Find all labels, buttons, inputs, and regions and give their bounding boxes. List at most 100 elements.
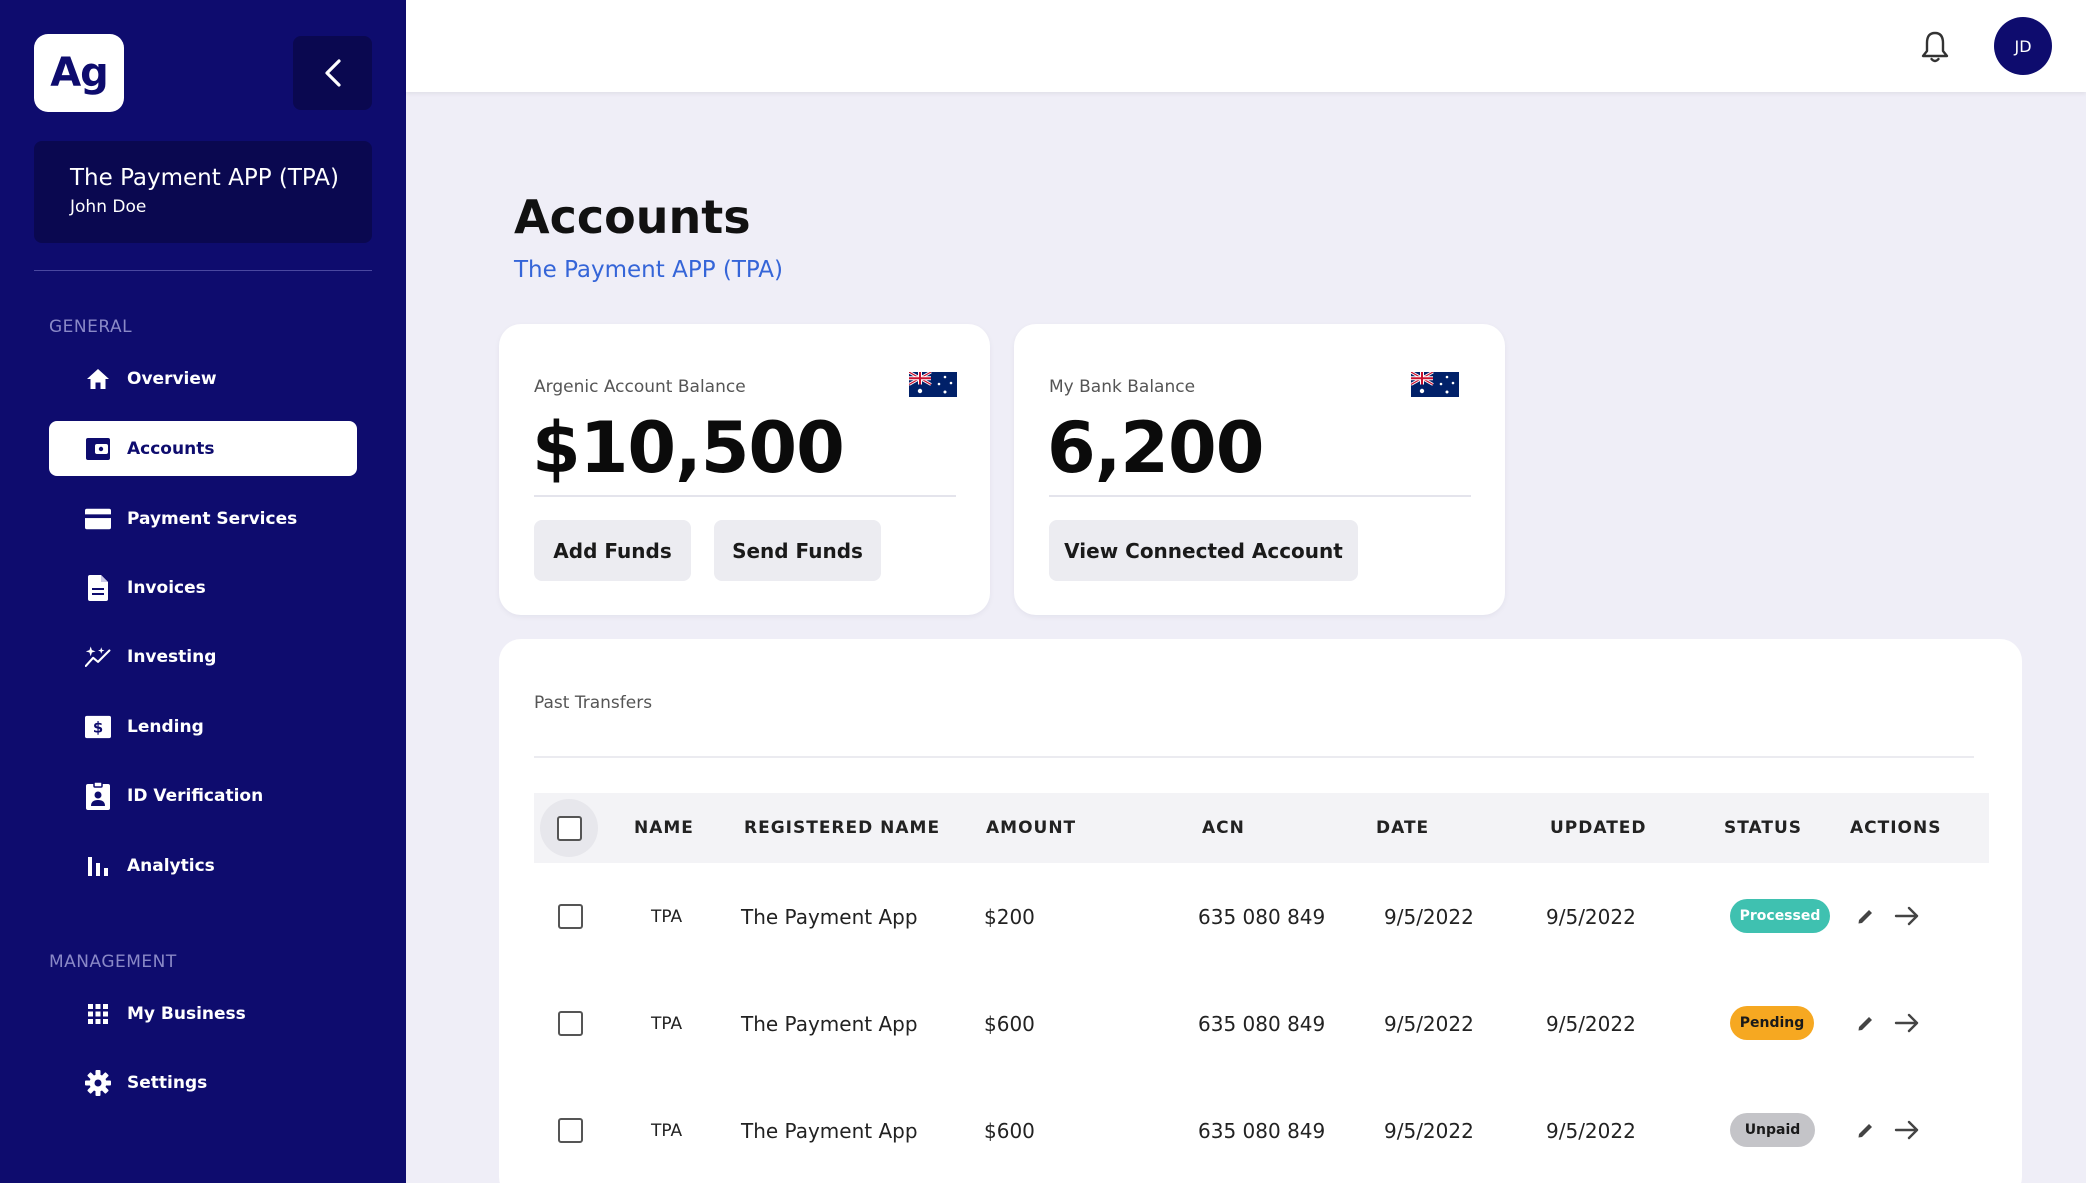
cell-acn: 635 080 849 <box>1198 904 1326 929</box>
cell-amount: $600 <box>984 1011 1035 1036</box>
sidebar-item-payment-services[interactable]: Payment Services <box>49 491 357 546</box>
australia-flag-icon <box>1411 372 1459 397</box>
user-name: John Doe <box>70 197 147 217</box>
section-label-general: GENERAL <box>49 317 133 337</box>
org-switcher[interactable]: The Payment APP (TPA) John Doe <box>34 141 372 243</box>
past-transfers-panel: Past Transfers NAME REGISTERED NAME AMOU… <box>499 639 2022 1183</box>
home-icon <box>85 366 111 392</box>
table-header: NAME REGISTERED NAME AMOUNT ACN DATE UPD… <box>534 793 1989 863</box>
cell-date: 9/5/2022 <box>1384 904 1474 929</box>
sidebar-item-label: Overview <box>127 368 217 389</box>
sidebar-item-label: Invoices <box>127 577 206 598</box>
cell-name: TPA <box>651 1120 683 1141</box>
sidebar-divider <box>34 270 372 271</box>
cell-name: TPA <box>651 1013 683 1034</box>
view-details-button[interactable] <box>1890 1006 1924 1040</box>
avatar-initials: JD <box>2014 36 2032 56</box>
bank-balance-value: 6,200 <box>1047 407 1264 489</box>
column-header-actions: ACTIONS <box>1850 818 1942 838</box>
argenic-balance-value: $10,500 <box>532 407 845 489</box>
cell-amount: $200 <box>984 904 1035 929</box>
gear-icon <box>85 1069 111 1096</box>
table-row: TPA The Payment App $600 635 080 849 9/5… <box>534 1077 1989 1183</box>
arrow-right-icon <box>1894 1120 1919 1140</box>
cell-name: TPA <box>651 906 683 927</box>
arrow-right-icon <box>1894 1013 1919 1033</box>
add-funds-button[interactable]: Add Funds <box>534 520 691 581</box>
sidebar-item-label: Lending <box>127 716 204 737</box>
credit-card-icon <box>85 506 111 532</box>
view-connected-account-button[interactable]: View Connected Account <box>1049 520 1358 581</box>
grid-icon <box>85 1001 111 1027</box>
page-title: Accounts <box>514 190 751 244</box>
sidebar-item-label: ID Verification <box>127 785 264 806</box>
pencil-icon <box>1858 1017 1872 1031</box>
sidebar-item-id-verification[interactable]: ID Verification <box>49 768 357 823</box>
row-checkbox[interactable] <box>558 1118 583 1143</box>
sidebar-item-label: Payment Services <box>127 508 298 529</box>
edit-button[interactable] <box>1849 1006 1883 1040</box>
sidebar-item-accounts[interactable]: Accounts <box>49 421 357 476</box>
column-header-registered-name[interactable]: REGISTERED NAME <box>744 818 941 838</box>
table-row: TPA The Payment App $600 635 080 849 9/5… <box>534 970 1989 1077</box>
row-checkbox[interactable] <box>558 904 583 929</box>
app-logo[interactable]: Ag <box>34 34 124 112</box>
card-label: My Bank Balance <box>1049 377 1196 397</box>
sidebar-item-overview[interactable]: Overview <box>49 351 357 406</box>
cell-amount: $600 <box>984 1118 1035 1143</box>
column-header-date[interactable]: DATE <box>1376 818 1430 838</box>
sparkle-chart-icon <box>85 644 111 670</box>
cell-updated: 9/5/2022 <box>1546 1118 1636 1143</box>
column-header-status[interactable]: STATUS <box>1724 818 1803 838</box>
status-badge: Pending <box>1730 1006 1814 1040</box>
status-badge: Unpaid <box>1730 1113 1815 1147</box>
arrow-right-icon <box>1894 906 1919 926</box>
column-header-acn[interactable]: ACN <box>1202 818 1245 838</box>
sidebar-item-lending[interactable]: $ Lending <box>49 699 357 754</box>
cell-acn: 635 080 849 <box>1198 1118 1326 1143</box>
sidebar-item-label: Accounts <box>127 438 215 459</box>
logo-text: Ag <box>50 50 109 96</box>
org-name: The Payment APP (TPA) <box>70 165 340 191</box>
panel-title: Past Transfers <box>534 693 653 713</box>
select-all-checkbox[interactable] <box>540 799 598 857</box>
cell-updated: 9/5/2022 <box>1546 1011 1636 1036</box>
svg-text:$: $ <box>93 718 103 736</box>
argenic-balance-card: Argenic Account Balance $10,500 Add Fund… <box>499 324 990 615</box>
table-row: TPA The Payment App $200 635 080 849 9/5… <box>534 863 1989 970</box>
card-label: Argenic Account Balance <box>534 377 746 397</box>
edit-button[interactable] <box>1849 899 1883 933</box>
column-header-name[interactable]: NAME <box>634 818 694 838</box>
sidebar-item-settings[interactable]: Settings <box>49 1055 357 1110</box>
sidebar-item-invoices[interactable]: Invoices <box>49 560 357 615</box>
view-details-button[interactable] <box>1890 1113 1924 1147</box>
id-badge-icon <box>85 781 111 810</box>
collapse-sidebar-button[interactable] <box>293 36 372 110</box>
sidebar-item-investing[interactable]: Investing <box>49 629 357 684</box>
pencil-icon <box>1858 1124 1872 1138</box>
card-divider <box>1049 495 1471 497</box>
sidebar-item-analytics[interactable]: Analytics <box>49 838 357 893</box>
view-details-button[interactable] <box>1890 899 1924 933</box>
australia-flag-icon <box>909 372 957 397</box>
card-divider <box>534 495 956 497</box>
panel-divider <box>534 756 1974 758</box>
cell-date: 9/5/2022 <box>1384 1011 1474 1036</box>
wallet-icon <box>85 436 111 462</box>
avatar[interactable]: JD <box>1994 17 2052 75</box>
sidebar-item-label: Investing <box>127 646 217 667</box>
notifications-button[interactable] <box>1919 30 1951 64</box>
send-funds-button[interactable]: Send Funds <box>714 520 881 581</box>
sidebar-item-my-business[interactable]: My Business <box>49 986 357 1041</box>
column-header-updated[interactable]: UPDATED <box>1550 818 1647 838</box>
cell-registered-name: The Payment App <box>741 1011 918 1036</box>
cell-acn: 635 080 849 <box>1198 1011 1326 1036</box>
sidebar-item-label: Settings <box>127 1072 208 1093</box>
sidebar: Ag The Payment APP (TPA) John Doe GENERA… <box>0 0 406 1183</box>
column-header-amount[interactable]: AMOUNT <box>986 818 1077 838</box>
edit-button[interactable] <box>1849 1113 1883 1147</box>
status-badge: Processed <box>1730 899 1830 933</box>
page-subtitle-link[interactable]: The Payment APP (TPA) <box>514 257 784 283</box>
row-checkbox[interactable] <box>558 1011 583 1036</box>
section-label-management: MANAGEMENT <box>49 952 177 972</box>
